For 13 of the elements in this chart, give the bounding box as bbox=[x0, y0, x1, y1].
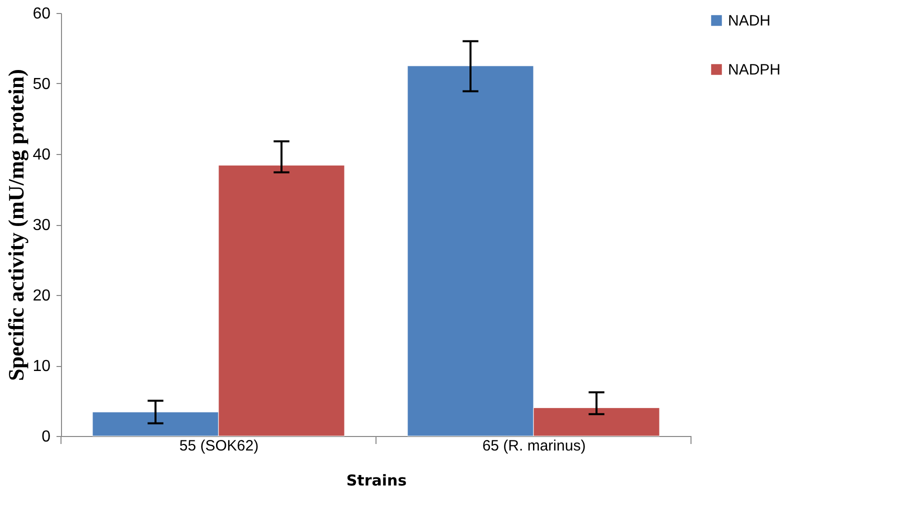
x-tick-label: 65 (R. marinus) bbox=[482, 438, 586, 454]
x-tick-label: 55 (SOK62) bbox=[179, 438, 259, 454]
y-tick-label: 60 bbox=[32, 6, 51, 22]
legend-label: NADH bbox=[728, 12, 771, 30]
y-tick-label: 20 bbox=[32, 288, 51, 304]
x-axis-title: Strains bbox=[346, 472, 407, 490]
y-tick-label: 10 bbox=[32, 358, 51, 375]
y-tick-label: 50 bbox=[32, 76, 51, 93]
y-axis-title: Specific activity (mU/mg protein) bbox=[4, 69, 29, 381]
legend-label: NADPH bbox=[728, 62, 781, 78]
y-tick-label: 40 bbox=[32, 146, 51, 164]
y-tick-label: 30 bbox=[32, 217, 51, 234]
y-tick-label: 0 bbox=[42, 428, 51, 446]
